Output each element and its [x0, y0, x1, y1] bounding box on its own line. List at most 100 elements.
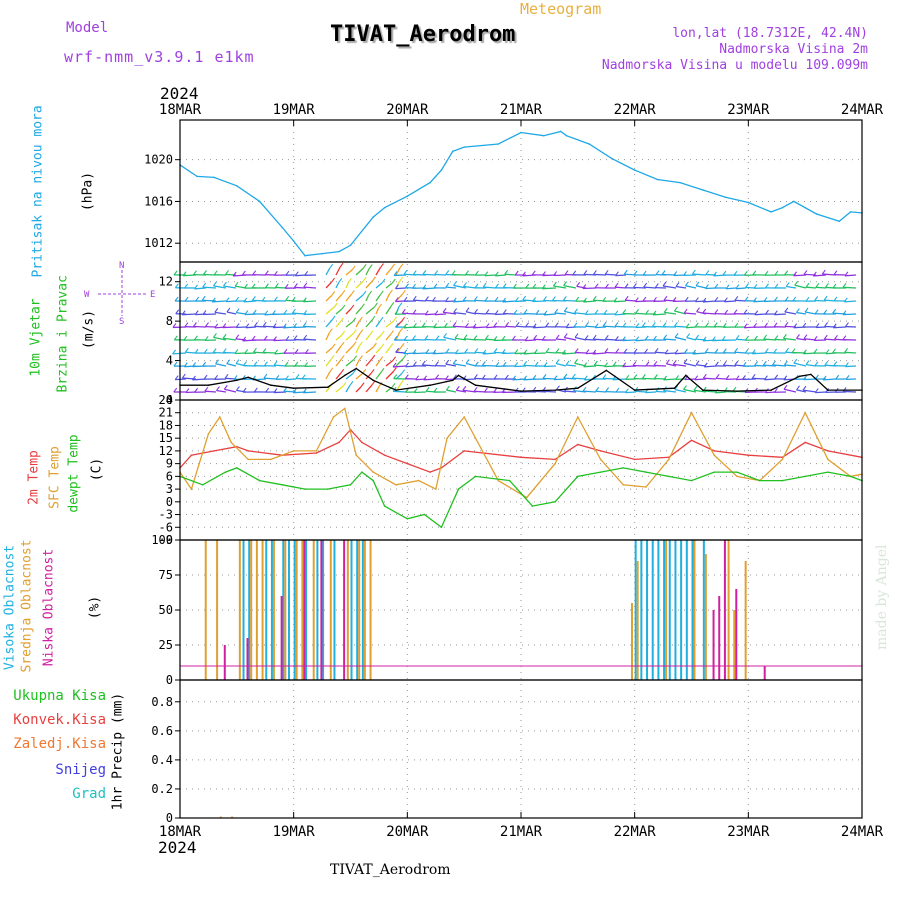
- wind-barb: [345, 282, 350, 289]
- wind-barb-flag: [733, 309, 738, 315]
- wind-barb-flag: [653, 335, 657, 341]
- wind-barb: [634, 390, 647, 393]
- point-pritisak-na-nivou-mora: [258, 200, 261, 203]
- wind-barb-flag: [583, 297, 587, 303]
- wind-barb: [224, 388, 237, 393]
- wind-barb: [474, 390, 487, 393]
- point-10m-wind-speed: [372, 379, 375, 382]
- point-2m-temp: [827, 450, 829, 452]
- wind-barb-flag: [393, 335, 398, 341]
- wind-barb: [446, 389, 457, 393]
- bar-visoka-oblacnost: [305, 540, 308, 680]
- y-tick-label: 8: [166, 314, 173, 328]
- wind-barb: [563, 299, 577, 302]
- point-2m-temp: [577, 443, 579, 446]
- wind-barb-flag: [563, 307, 568, 312]
- wind-barb-flag: [401, 316, 406, 322]
- wind-barb-flag: [535, 309, 540, 315]
- wind-barb-flag: [252, 270, 257, 276]
- wind-barb-flag: [584, 335, 589, 340]
- wind-barb-flag: [374, 302, 378, 308]
- wind-barb-flag: [275, 374, 280, 380]
- point-dewpt-temp: [849, 475, 852, 478]
- wind-barb-flag: [453, 308, 458, 313]
- wind-barb-flag: [555, 334, 560, 340]
- wind-barb-flag: [378, 303, 383, 309]
- bar-srednja-oblacnost: [693, 540, 696, 680]
- wind-barb: [583, 300, 597, 303]
- wind-barb: [462, 389, 477, 393]
- wind-barb-flag: [635, 336, 640, 342]
- point-dewpt-temp: [372, 479, 375, 482]
- wind-barb: [453, 311, 467, 315]
- point-10m-wind-speed: [207, 384, 210, 387]
- wind-barb-flag: [541, 271, 546, 276]
- bar-visoka-oblacnost: [270, 540, 273, 680]
- wind-barb-flag: [805, 360, 810, 365]
- wind-barb-flag: [329, 263, 334, 269]
- wind-barb: [564, 310, 577, 315]
- point-2m-temp: [599, 450, 602, 452]
- wind-barb-flag: [751, 349, 756, 355]
- point-10m-wind-speed: [474, 384, 477, 387]
- wind-barb-flag: [684, 296, 689, 302]
- wind-barb: [345, 384, 351, 393]
- wind-barb-flag: [652, 310, 657, 316]
- wind-barb-flag: [773, 310, 778, 316]
- point-sfc-temp: [207, 433, 210, 435]
- wind-barb: [504, 273, 517, 276]
- wind-barb-flag: [285, 270, 290, 276]
- wind-barb-flag: [734, 347, 739, 353]
- point-2m-temp: [804, 441, 806, 444]
- wind-barb-flag: [184, 347, 189, 353]
- wind-barb-flag: [553, 375, 558, 380]
- wind-barb: [663, 338, 677, 341]
- wind-barb-flag: [272, 323, 277, 328]
- wind-barb: [385, 282, 393, 289]
- wind-barb-flag: [594, 323, 599, 328]
- wind-barb-flag: [711, 336, 716, 342]
- y-tick-label: 12: [159, 275, 173, 289]
- wind-barb: [796, 311, 807, 315]
- wind-barb-flag: [293, 335, 298, 340]
- wind-barb: [534, 352, 547, 355]
- wind-barb-flag: [425, 349, 430, 354]
- point-pritisak-na-nivou-mora: [463, 146, 465, 148]
- wind-barb: [605, 273, 617, 276]
- wind-barb: [465, 362, 477, 367]
- point-dewpt-temp: [736, 471, 738, 473]
- wind-barb-flag: [704, 348, 709, 353]
- point-pritisak-na-nivou-mora: [321, 252, 323, 255]
- wind-barb-flag: [665, 359, 670, 365]
- wind-barb-flag: [765, 309, 769, 315]
- wind-barb-flag: [304, 348, 309, 354]
- precip-freezing-label: Zaledj.Kisa: [13, 736, 106, 752]
- wind-barb-flag: [359, 329, 364, 334]
- wind-barb-flag: [204, 386, 209, 392]
- wind-barb-flag: [433, 283, 438, 289]
- wind-barb-flag: [388, 289, 393, 295]
- wind-barb-flag: [285, 335, 290, 341]
- wind-barb: [345, 345, 354, 354]
- wind-barb: [692, 352, 707, 355]
- point-dewpt-temp: [781, 479, 784, 482]
- wind-barb-flag: [532, 297, 537, 302]
- wind-barb-flag: [183, 362, 188, 368]
- wind-barb: [303, 391, 317, 394]
- wind-barb-flag: [542, 374, 547, 379]
- wind-barb-flag: [333, 302, 338, 308]
- wind-barb-flag: [303, 310, 308, 315]
- bar-niska-oblacnost: [280, 596, 283, 680]
- wind-barb: [674, 336, 687, 341]
- wind-barb: [663, 378, 677, 381]
- wind-barb-flag: [514, 362, 519, 367]
- wind-barb-flag: [714, 361, 719, 367]
- wind-barb: [844, 274, 857, 277]
- wind-barb-flag: [594, 283, 599, 289]
- wind-barb-flag: [833, 270, 838, 276]
- wind-barb-flag: [380, 343, 385, 349]
- wind-barb-flag: [434, 361, 439, 366]
- bar-niska-oblacnost: [712, 610, 715, 680]
- wind-barb: [335, 321, 341, 328]
